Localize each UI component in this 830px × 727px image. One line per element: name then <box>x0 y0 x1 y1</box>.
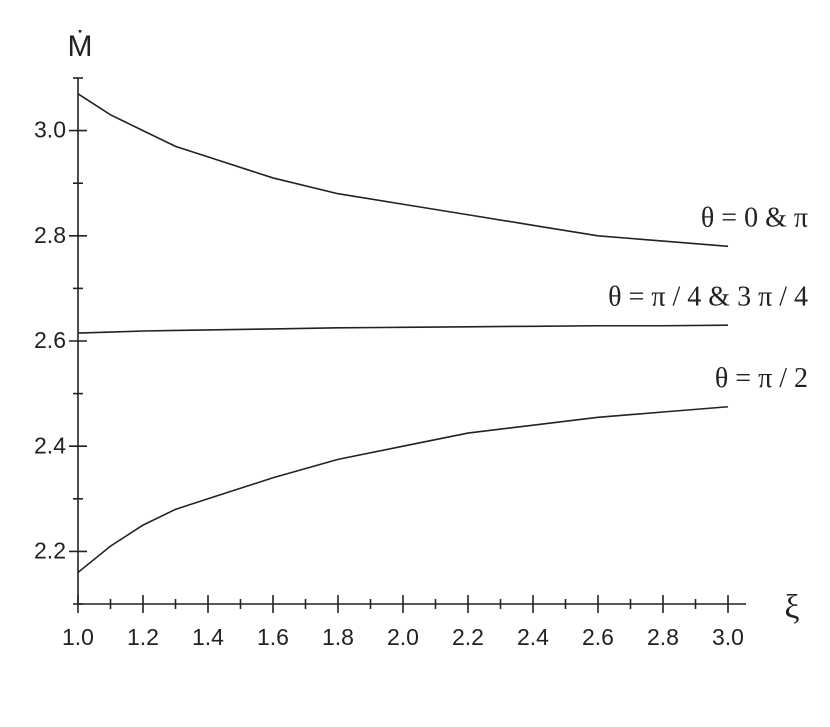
y-tick-label: 2.2 <box>34 537 66 563</box>
series-label: θ = π / 2 <box>715 363 808 394</box>
x-axis-label: ξ <box>784 589 799 626</box>
x-tick-label: 3.0 <box>712 624 744 650</box>
x-tick-label: 2.6 <box>582 624 614 650</box>
y-tick-label: 2.4 <box>34 432 66 458</box>
series-label: θ = π / 4 & 3 π / 4 <box>608 282 808 313</box>
series-label: θ = 0 & π <box>701 203 808 234</box>
x-tick-label: 2.8 <box>647 624 679 650</box>
x-tick-label: 2.4 <box>517 624 549 650</box>
x-tick-label: 1.2 <box>127 624 159 650</box>
x-tick-label: 1.4 <box>192 624 224 650</box>
x-tick-label: 2.0 <box>387 624 419 650</box>
series-line <box>77 405 729 574</box>
x-tick-label: 1.0 <box>62 624 94 650</box>
x-tick-label: 1.8 <box>322 624 354 650</box>
y-tick-label: 2.6 <box>34 327 66 353</box>
y-axis-label: Ṁ <box>68 30 93 63</box>
series-line <box>77 324 729 334</box>
x-tick-label: 2.2 <box>452 624 484 650</box>
y-tick-label: 3.0 <box>34 117 66 143</box>
series-line <box>77 93 729 248</box>
x-tick-label: 1.6 <box>257 624 289 650</box>
y-tick-label: 2.8 <box>34 222 66 248</box>
